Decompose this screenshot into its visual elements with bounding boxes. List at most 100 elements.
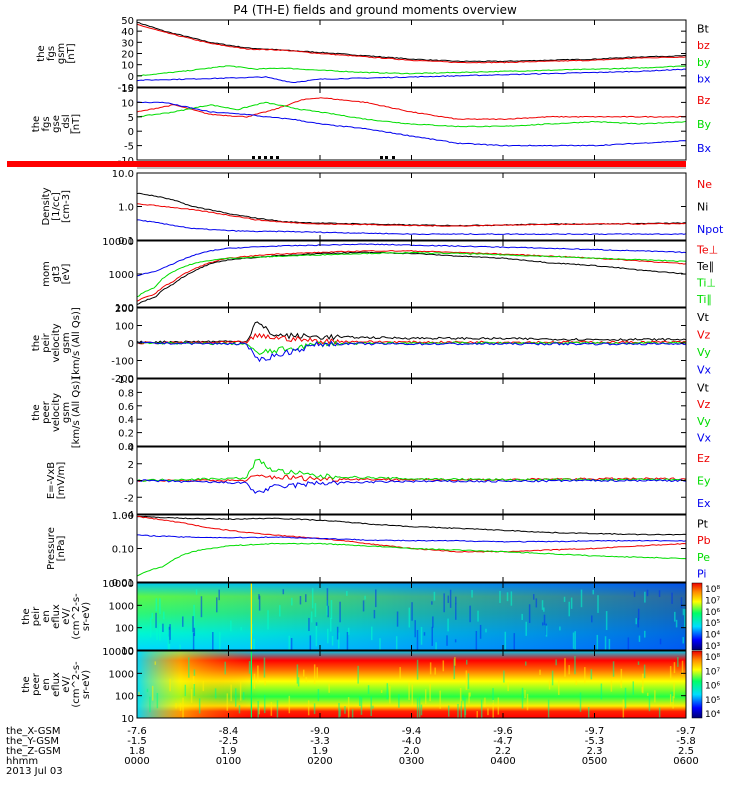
x-row-value: 1.8 xyxy=(129,746,145,757)
y-axis-label-line: [nT] xyxy=(71,114,82,134)
heatmap-noise-stripe xyxy=(435,642,437,650)
heatmap-noise-stripe xyxy=(257,665,259,684)
heatmap-noise-stripe xyxy=(416,630,419,650)
heatmap-noise-stripe xyxy=(551,670,554,686)
series-line-bz xyxy=(136,97,687,121)
y-axis-label-line: eV/ xyxy=(61,676,72,693)
heatmap-noise-stripe xyxy=(454,639,457,643)
y-tick-label: 0 xyxy=(128,339,134,350)
legend-label: Pe xyxy=(697,551,710,564)
y-tick-label: 0.4 xyxy=(118,415,134,426)
heatmap-noise-stripe xyxy=(257,700,259,718)
y-tick-label: 10000 xyxy=(102,237,134,248)
heatmap-noise-stripe xyxy=(476,711,478,718)
heatmap-noise-stripe xyxy=(533,594,535,600)
status-mark xyxy=(392,156,395,159)
y-axis-label-line: gse xyxy=(51,115,62,133)
heatmap-noise-stripe xyxy=(179,703,182,711)
heatmap-noise-stripe xyxy=(327,628,329,644)
heatmap-noise-stripe xyxy=(156,628,158,640)
heatmap-noise-stripe xyxy=(276,700,279,718)
legend-label: Pt xyxy=(697,517,709,530)
heatmap-noise-stripe xyxy=(360,697,363,715)
x-row-value: 2.3 xyxy=(587,746,603,757)
heatmap-noise-stripe xyxy=(420,626,423,645)
heatmap-noise-stripe xyxy=(479,624,482,639)
heatmap-noise-stripe xyxy=(416,698,419,718)
heatmap-noise-stripe xyxy=(154,661,157,665)
x-row-value: 0100 xyxy=(216,756,241,767)
heatmap-noise-stripe xyxy=(469,605,471,623)
heatmap-noise-stripe xyxy=(179,644,181,650)
x-row-value: 1.9 xyxy=(312,746,328,757)
heatmap-noise-stripe xyxy=(309,635,312,650)
y-tick-label: 4 xyxy=(128,443,134,454)
heatmap-noise-stripe xyxy=(439,690,441,709)
y-tick-label: 0.8 xyxy=(118,388,134,399)
y-tick-label: 100 xyxy=(115,624,134,635)
y-tick-label: 200 xyxy=(115,304,134,315)
heatmap-noise-stripe xyxy=(443,593,445,613)
heatmap-noise-stripe xyxy=(492,688,494,703)
heatmap-noise-stripe xyxy=(282,589,285,595)
heatmap-noise-stripe xyxy=(654,690,656,703)
heatmap-noise-stripe xyxy=(190,688,193,703)
heatmap-noise-stripe xyxy=(513,633,516,650)
heatmap-noise-stripe xyxy=(288,695,291,714)
heatmap-noise-stripe xyxy=(646,692,649,696)
heatmap-noise-stripe xyxy=(193,604,195,625)
y-tick-label: 0.2 xyxy=(118,429,134,440)
heatmap-noise-stripe xyxy=(597,595,599,613)
y-axis-label-line: the xyxy=(21,676,32,692)
y-axis-label: Density [1/cc] [cm-3] xyxy=(41,187,72,225)
status-mark xyxy=(380,156,383,159)
heatmap-overlay xyxy=(137,651,686,718)
series-line-ey xyxy=(136,458,687,482)
heatmap-noise-stripe xyxy=(646,589,649,597)
series-line-vx xyxy=(136,340,687,363)
legend-label: Npot xyxy=(697,223,724,236)
heatmap-noise-stripe xyxy=(539,669,541,676)
heatmap-noise-stripe xyxy=(608,638,611,650)
heatmap-noise-stripe xyxy=(633,591,636,597)
heatmap-noise-stripe xyxy=(524,689,526,699)
panel-p8: Pt Pb Pe Pi 1.00 0.10 0.01 Pressure [nPa] xyxy=(46,511,711,589)
y-axis-label-line: eV/ xyxy=(61,608,72,625)
heatmap-noise-stripe xyxy=(524,661,527,666)
y-axis-label-line: mom xyxy=(41,261,52,287)
y-axis-label-line: velocity xyxy=(51,323,62,362)
heatmap-noise-stripe xyxy=(604,636,607,650)
heatmap-noise-stripe xyxy=(620,668,623,688)
y-axis-label: the fgs gse _dsl [nT] xyxy=(31,114,82,135)
heatmap-noise-stripe xyxy=(288,635,290,650)
colorbar-label: 10⁷ xyxy=(705,667,720,677)
heatmap-noise-stripe xyxy=(216,597,218,613)
y-axis-label-line: [mV/m] xyxy=(56,462,67,500)
heatmap-noise-stripe xyxy=(673,682,675,699)
heatmap-noise-stripe xyxy=(558,680,560,695)
heatmap-noise-stripe xyxy=(543,614,546,626)
colorbar-label: 10⁴ xyxy=(705,710,720,720)
heatmap-noise-stripe xyxy=(162,623,164,633)
heatmap-noise-stripe xyxy=(219,631,221,650)
heatmap-noise-stripe xyxy=(644,591,646,603)
y-tick-label: 20 xyxy=(121,50,134,61)
series-line-te xyxy=(136,251,687,306)
series-line-ex xyxy=(136,478,687,494)
y-axis-label-line: eflux xyxy=(51,604,62,629)
y-axis-label-line: [eV] xyxy=(61,264,72,285)
y-axis-label-line: en xyxy=(41,610,52,623)
heatmap-noise-stripe xyxy=(346,631,349,650)
series-line-pi xyxy=(137,534,687,543)
y-axis-label-line: (cm^2-s- xyxy=(71,661,82,708)
heatmap-noise-stripe xyxy=(317,689,320,702)
heatmap-noise-stripe xyxy=(675,619,678,628)
heatmap-noise-stripe xyxy=(367,685,370,694)
heatmap-noise-stripe xyxy=(644,630,646,638)
legend-label: Ti⊥ xyxy=(696,276,716,289)
y-axis-label-line: gsm xyxy=(56,43,67,64)
heatmap-noise-stripe xyxy=(635,618,637,625)
legend-label: Bz xyxy=(697,94,711,107)
y-tick-label: -200 xyxy=(111,374,134,385)
heatmap-noise-stripe xyxy=(372,705,374,709)
